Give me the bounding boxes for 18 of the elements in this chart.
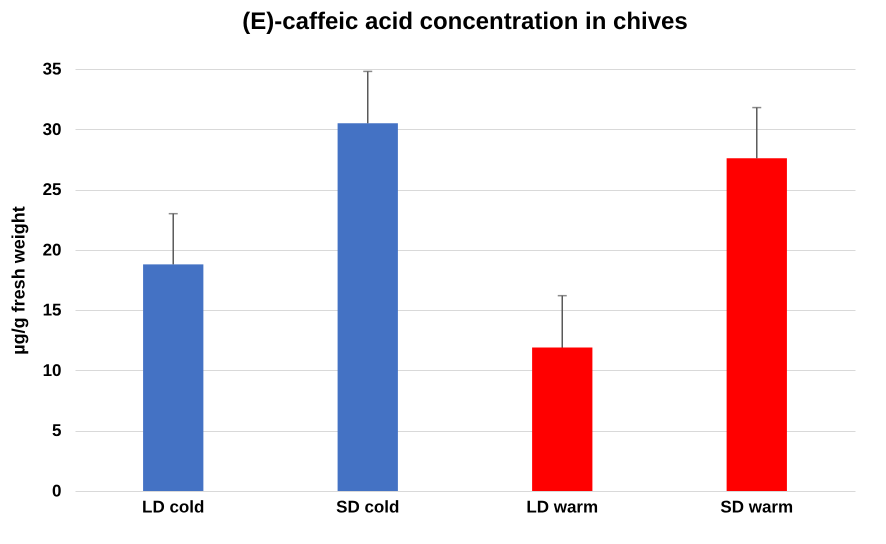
chart-title: (E)-caffeic acid concentration in chives bbox=[242, 8, 688, 35]
bar bbox=[338, 123, 398, 491]
x-tick-label: SD cold bbox=[336, 498, 400, 516]
y-tick-label: 35 bbox=[42, 60, 62, 78]
y-axis-title: µg/g fresh weight bbox=[8, 206, 29, 355]
y-tick-label: 0 bbox=[52, 482, 62, 500]
y-tick-label: 5 bbox=[52, 421, 62, 440]
x-tick-label: LD cold bbox=[142, 498, 204, 516]
bar bbox=[143, 264, 204, 491]
x-tick-label: SD warm bbox=[720, 498, 794, 516]
y-tick-label: 10 bbox=[42, 360, 62, 380]
bar bbox=[726, 158, 787, 491]
bar bbox=[532, 348, 592, 491]
y-tick-label: 20 bbox=[42, 240, 62, 260]
x-tick-label: LD warm bbox=[526, 498, 598, 516]
y-tick-label: 25 bbox=[42, 180, 62, 200]
y-tick-label: 30 bbox=[42, 120, 62, 139]
y-tick-label: 15 bbox=[42, 300, 62, 320]
